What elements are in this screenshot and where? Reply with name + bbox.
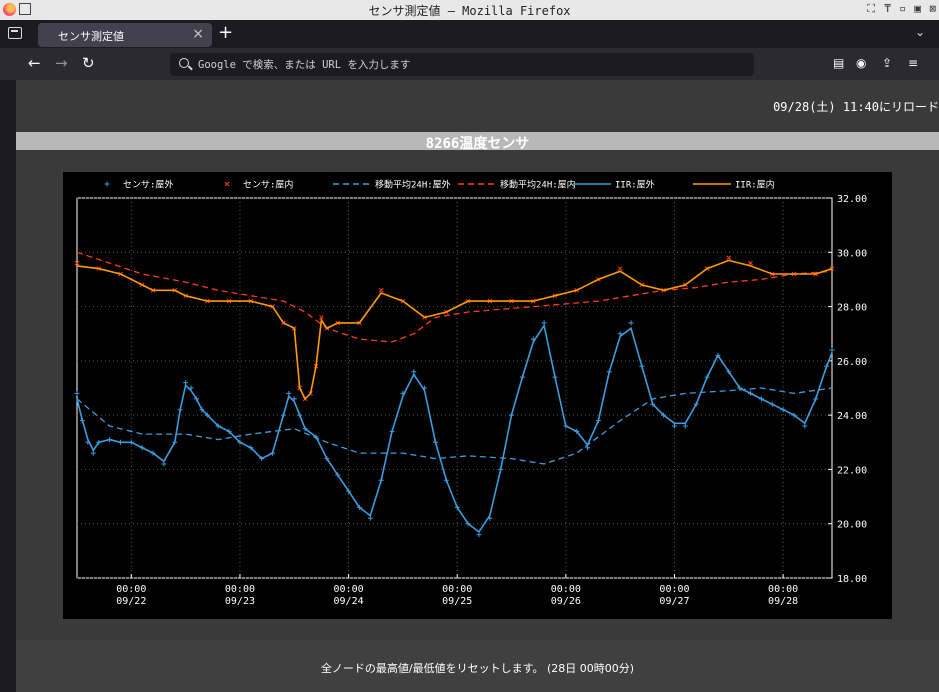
reload-icon[interactable]: ↻ [82, 54, 95, 72]
x-tick-label-time: 00:00 [116, 584, 146, 595]
data-point [829, 347, 835, 353]
url-placeholder: Google で検索、または URL を入力します [198, 59, 411, 71]
y-tick-label: 20.00 [837, 520, 867, 531]
x-tick-label-time: 00:00 [442, 584, 472, 595]
back-arrow-icon[interactable]: ← [28, 54, 41, 72]
reader-icon[interactable]: ▤ [833, 56, 845, 70]
data-point [74, 390, 80, 396]
x-tick-label-time: 00:00 [334, 584, 364, 595]
x-tick-label-time: 00:00 [768, 584, 798, 595]
reload-info-link[interactable]: 09/28(土) 11:40にリロード [773, 100, 939, 114]
navigation-toolbar: ← → ↻ Google で検索、または URL を入力します ▤ ◉ ⇪ ≡ [0, 48, 939, 80]
data-point [319, 315, 324, 320]
chart-svg: 18.00 20.00 22.00 24.00 26.00 28.00 30.00 32.00… [74, 179, 867, 607]
y-tick-label: 22.00 [837, 465, 867, 476]
legend-label: センサ:屋内 [243, 179, 293, 191]
search-icon [179, 58, 189, 68]
legend-label: 移動平均24H:屋外 [375, 179, 451, 191]
x-tick-label-time: 00:00 [551, 584, 581, 595]
x-tick-label-date: 09/25 [442, 596, 472, 607]
x-tick-label-time: 00:00 [225, 584, 255, 595]
account-icon[interactable]: ◉ [856, 56, 867, 70]
extensions-icon[interactable]: ⇪ [882, 56, 893, 70]
legend-label: IIR:屋外 [615, 179, 655, 191]
data-point [682, 423, 688, 429]
series-line-4 [76, 323, 833, 534]
page-content: 09/28(土) 11:40にリロード 8266温度センサ 18.00 20.00… [16, 80, 939, 692]
data-point [829, 266, 835, 271]
tab-title: センサ測定値 [58, 30, 124, 43]
chevron-down-icon[interactable]: ⌄ [914, 25, 925, 39]
url-bar[interactable]: Google で検索、または URL を入力します [170, 53, 754, 76]
legend-marker [224, 181, 230, 187]
tab-close-icon[interactable]: × [192, 26, 204, 42]
data-point [748, 260, 753, 266]
data-point [378, 287, 384, 293]
y-tick-label: 18.00 [837, 574, 867, 585]
y-tick-label: 28.00 [837, 303, 867, 314]
minimize-icon[interactable]: ▫ [899, 2, 906, 15]
menu-icon[interactable]: ≡ [908, 56, 919, 70]
x-tick-label-date: 09/26 [551, 596, 581, 607]
y-tick-label: 26.00 [837, 357, 867, 368]
tab-list-icon[interactable] [8, 27, 22, 39]
legend-label: センサ:屋外 [123, 179, 173, 191]
y-tick-label: 24.00 [837, 411, 867, 422]
tab-active[interactable]: センサ測定値 × [38, 23, 212, 47]
page-title: 8266温度センサ [425, 136, 530, 152]
data-point [161, 461, 167, 467]
fullscreen-icon[interactable]: ⛶ [867, 2, 875, 15]
x-tick-label-date: 09/23 [225, 596, 255, 607]
x-tick-label-date: 09/22 [116, 596, 146, 607]
series-line-3 [76, 251, 833, 343]
firefox-logo-icon [3, 3, 16, 16]
data-point [617, 266, 623, 271]
data-point [671, 423, 677, 429]
window-titlebar: センサ測定値 — Mozilla Firefox ⛶ ₸ ▫ ▣ ⊠ [0, 0, 939, 20]
x-tick-label-time: 00:00 [659, 584, 689, 595]
x-tick-label-date: 09/24 [334, 596, 364, 607]
data-point [726, 255, 732, 261]
close-window-icon[interactable]: ⊠ [929, 2, 936, 15]
series-line-5 [76, 259, 833, 401]
reset-minmax-link[interactable]: 全ノードの最高値/最低値をリセットします。 (28日 00時00分) [320, 662, 635, 675]
new-tab-button[interactable]: + [218, 22, 234, 43]
keep-above-icon[interactable]: ₸ [884, 2, 891, 15]
legend-label: IIR:屋内 [735, 179, 775, 191]
y-tick-label: 32.00 [837, 194, 867, 205]
maximize-icon[interactable]: ▣ [914, 2, 921, 15]
window-pin-icon[interactable] [19, 3, 31, 15]
data-point [628, 320, 634, 326]
window-title: センサ測定値 — Mozilla Firefox [368, 4, 571, 18]
data-point [74, 260, 80, 266]
footer-panel: 全ノードの最高値/最低値をリセットします。 (28日 00時00分) [16, 640, 939, 692]
heading-band [16, 132, 939, 150]
tab-bar: センサ測定値 × + ⌄ [0, 20, 939, 48]
x-tick-label-date: 09/28 [768, 596, 798, 607]
forward-arrow-icon[interactable]: → [55, 54, 68, 72]
legend-label: 移動平均24H:屋内 [500, 179, 576, 191]
x-tick-label-date: 09/27 [659, 596, 689, 607]
y-tick-label: 30.00 [837, 248, 867, 259]
series-line-2 [76, 387, 833, 465]
legend-marker [104, 181, 110, 187]
sensor-chart: 18.00 20.00 22.00 24.00 26.00 28.00 30.00 32.00… [63, 172, 892, 619]
data-point [617, 331, 623, 337]
data-point [367, 515, 373, 521]
